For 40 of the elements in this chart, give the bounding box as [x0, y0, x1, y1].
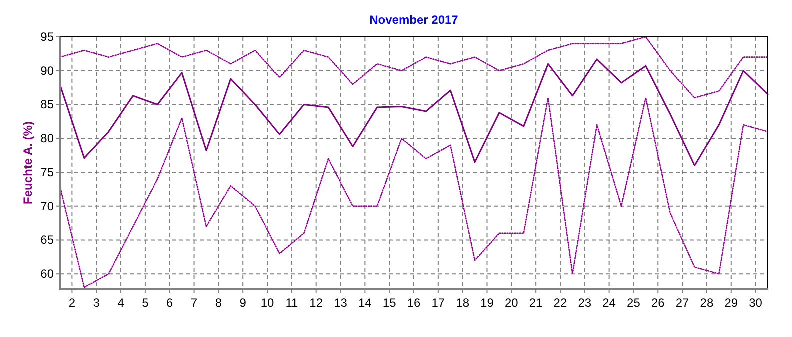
line-series: [59, 58, 769, 166]
y-tick-label: 70: [40, 199, 54, 214]
x-tick-label: 6: [166, 296, 174, 310]
x-tick-label: 7: [190, 296, 198, 310]
x-tick-label: 5: [142, 296, 150, 310]
x-tick-label: 10: [260, 296, 275, 310]
x-tick-label: 16: [407, 296, 421, 310]
y-axis-title: Feuchte A. (%): [21, 122, 35, 204]
chart-title: November 2017: [370, 13, 459, 27]
x-tick-label: 28: [700, 296, 714, 310]
x-tick-label: 27: [676, 296, 690, 310]
x-tick-label: 21: [529, 296, 544, 310]
x-tick-label: 4: [118, 296, 125, 310]
x-tick-label: 8: [215, 296, 222, 310]
x-tick-label: 12: [310, 296, 324, 310]
y-tick-label: 90: [40, 64, 54, 78]
y-tick-label: 95: [40, 30, 54, 44]
y-tick-label: 80: [40, 132, 54, 146]
y-tick-label: 60: [40, 267, 54, 282]
x-tick-label: 17: [432, 296, 446, 310]
x-tick-label: 29: [724, 296, 738, 310]
x-tick-label: 23: [578, 296, 592, 310]
x-tick-label: 14: [358, 296, 372, 310]
y-tick-label: 75: [40, 165, 54, 180]
x-tick-label: 25: [627, 296, 641, 310]
x-tick-label: 9: [240, 296, 247, 310]
x-tick-label: 22: [554, 296, 568, 310]
y-tick-label: 65: [40, 233, 54, 248]
x-tick-label: 19: [480, 296, 494, 310]
x-tick-label: 11: [286, 296, 298, 310]
x-tick-label: 24: [602, 296, 616, 310]
x-tick-label: 20: [504, 296, 519, 310]
x-tick-label: 30: [749, 296, 763, 310]
x-tick-label: 26: [651, 296, 666, 310]
x-tick-label: 15: [382, 296, 397, 310]
x-tick-label: 2: [68, 296, 76, 310]
y-tick-label: 85: [40, 98, 54, 112]
x-tick-label: 3: [93, 296, 100, 310]
x-tick-label: 18: [456, 296, 470, 310]
x-tick-label: 13: [334, 296, 348, 310]
